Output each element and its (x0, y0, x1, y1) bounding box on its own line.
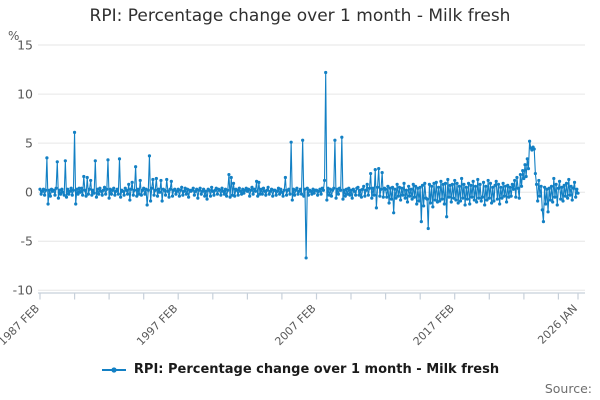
x-axis-tick-labels: 1987 FEB 1997 FEB 2007 FEB 2017 FEB 2026 JAN (0, 302, 580, 348)
y-axis-tick-labels: 15 10 5 0 -5 -10 (13, 37, 33, 297)
svg-text:15: 15 (17, 37, 33, 52)
svg-text:10: 10 (17, 86, 33, 101)
svg-text:2026 JAN: 2026 JAN (535, 302, 580, 347)
legend-item-label: RPI: Percentage change over 1 month - Mi… (133, 362, 500, 377)
svg-text:0: 0 (25, 185, 33, 200)
series-markers (38, 70, 580, 260)
series-line (39, 72, 579, 258)
source-label: Source: (544, 381, 592, 396)
svg-text:-5: -5 (21, 234, 33, 249)
x-axis-ticks (39, 293, 579, 300)
svg-text:-10: -10 (13, 283, 33, 298)
legend-line-marker-icon (101, 366, 126, 373)
svg-text:1987 FEB: 1987 FEB (0, 302, 42, 348)
svg-text:1997 FEB: 1997 FEB (134, 302, 180, 348)
chart-title: RPI: Percentage change over 1 month - Mi… (89, 6, 511, 26)
legend-item[interactable]: RPI: Percentage change over 1 month - Mi… (101, 362, 499, 377)
svg-text:2007 FEB: 2007 FEB (272, 302, 318, 348)
y-axis-unit-label: % (8, 29, 20, 43)
legend: RPI: Percentage change over 1 month - Mi… (0, 362, 600, 377)
svg-text:2017 FEB: 2017 FEB (411, 302, 457, 348)
svg-text:5: 5 (25, 135, 33, 150)
